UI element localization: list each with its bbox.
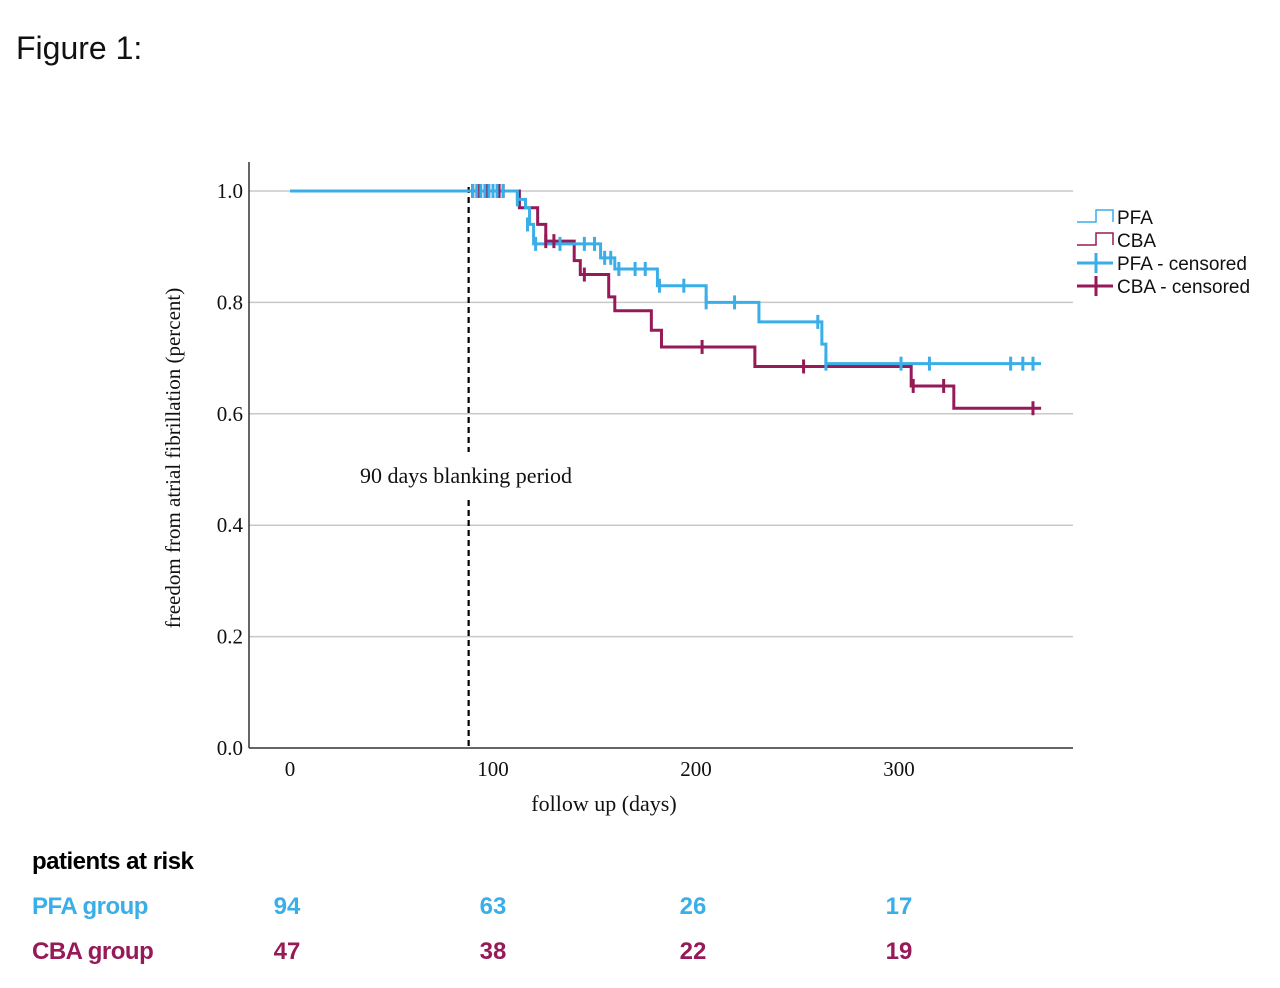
risk-value-1-0: 47 <box>273 938 301 965</box>
legend-label-1: CBA <box>1117 231 1156 252</box>
y-ticks: 0.0 0.2 0.4 0.6 0.8 1.0 <box>217 179 244 760</box>
legend-swatch-1 <box>1077 232 1114 246</box>
blanking-annotation: 90 days blanking period <box>360 463 572 488</box>
risk-row-label-0: PFA group <box>32 893 148 920</box>
figure-label: Figure 1: <box>16 30 143 66</box>
risk-value-1-2: 22 <box>679 938 707 965</box>
risk-value-0-2: 26 <box>679 893 707 920</box>
grid-lines <box>249 190 1073 638</box>
y-tick-label-1: 0.2 <box>217 625 243 649</box>
x-tick-label-2: 200 <box>680 757 712 781</box>
legend-swatch-0 <box>1077 209 1114 223</box>
risk-value-0-0: 94 <box>273 893 301 920</box>
x-axis-label: follow up (days) <box>531 791 676 816</box>
risk-value-0-1: 63 <box>479 893 507 920</box>
risk-value-1-1: 38 <box>479 938 507 965</box>
risk-value-1-3: 19 <box>885 938 913 965</box>
x-tick-label-0: 0 <box>285 757 296 781</box>
series-line-cba <box>290 189 1042 410</box>
y-tick-label-2: 0.4 <box>217 513 244 537</box>
legend-label-0: PFA <box>1117 208 1153 229</box>
axes <box>248 162 1073 749</box>
y-axis-label: freedom from atrial fibrillation (percen… <box>161 288 185 629</box>
censor-marks <box>471 184 1035 416</box>
risk-value-0-3: 17 <box>885 893 913 920</box>
x-ticks: 0 100 200 300 <box>285 757 915 781</box>
series-line-pfa <box>290 189 1042 366</box>
x-tick-label-3: 300 <box>883 757 915 781</box>
series-lines <box>290 189 1042 410</box>
risk-row-label-1: CBA group <box>32 938 154 965</box>
x-tick-label-1: 100 <box>477 757 509 781</box>
legend-swatch-3 <box>1077 276 1113 296</box>
risk-table-title: patients at risk <box>32 848 194 875</box>
legend-label-2: PFA - censored <box>1117 254 1247 275</box>
legend-swatch-2 <box>1077 253 1113 273</box>
y-tick-label-0: 0.0 <box>217 736 243 760</box>
y-tick-label-4: 0.8 <box>217 290 243 314</box>
y-tick-label-3: 0.6 <box>217 402 243 426</box>
y-tick-label-5: 1.0 <box>217 179 243 203</box>
legend-label-3: CBA - censored <box>1117 277 1250 298</box>
